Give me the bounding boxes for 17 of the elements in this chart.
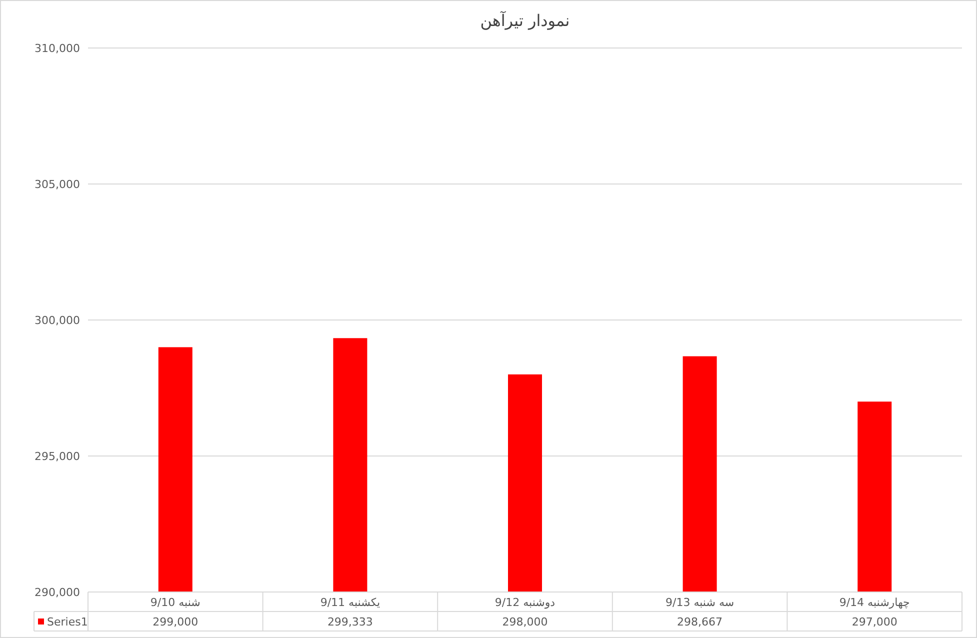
y-tick-label: 290,000 xyxy=(34,586,80,599)
chart-title: نمودار تیرآهن xyxy=(480,10,570,30)
y-tick-label: 295,000 xyxy=(34,450,80,463)
x-tick-label: یکشنبه 9/11 xyxy=(320,596,380,609)
data-label: 299,333 xyxy=(327,616,373,628)
y-tick-label: 300,000 xyxy=(34,314,80,327)
x-tick-label: چهارشنبه 9/14 xyxy=(839,596,910,609)
legend-label: Series1 xyxy=(47,616,88,628)
data-label: 299,000 xyxy=(152,616,198,628)
x-tick-label: شنبه 9/10 xyxy=(150,596,200,609)
x-tick-label: دوشنبه 9/12 xyxy=(494,596,556,609)
data-label: 298,667 xyxy=(677,616,723,628)
data-label: 297,000 xyxy=(852,616,898,628)
data-label: 298,000 xyxy=(502,616,548,628)
y-tick-label: 310,000 xyxy=(34,42,80,55)
y-tick-label: 305,000 xyxy=(34,178,80,191)
x-tick-label: سه شنبه 9/13 xyxy=(666,596,734,609)
